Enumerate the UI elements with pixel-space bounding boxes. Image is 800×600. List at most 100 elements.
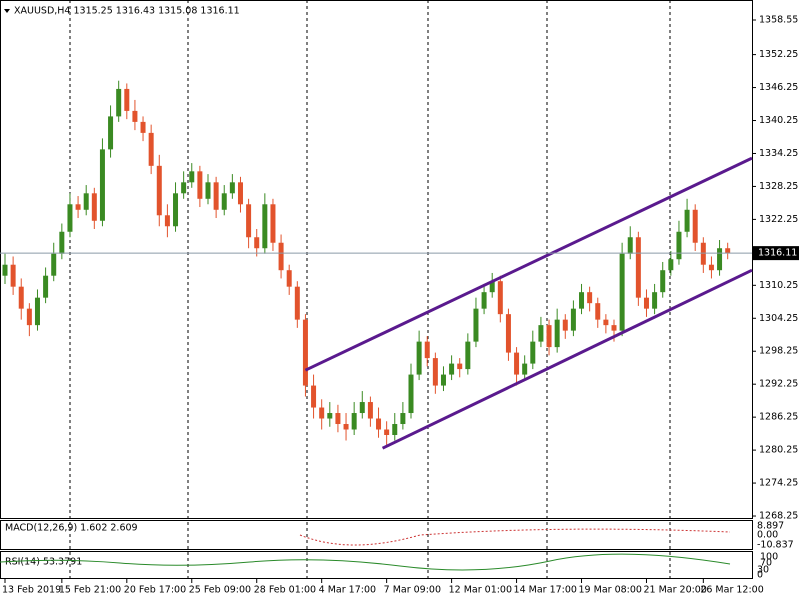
candle-body [514, 352, 520, 375]
candle-body [132, 110, 138, 122]
candle-body [538, 325, 544, 342]
x-tick-label: 19 Mar 08:00 [579, 585, 642, 596]
candle-body [59, 231, 65, 254]
candle-body [416, 341, 422, 375]
candle-body [10, 264, 16, 287]
y-tick-label: 1340.25 [759, 115, 798, 126]
candle-body [440, 374, 446, 386]
x-tick-label: 12 Mar 01:00 [449, 585, 512, 596]
y-tick-label: 1304.25 [759, 313, 798, 324]
main-frame [0, 0, 753, 519]
y-tick-label: 1334.25 [759, 148, 798, 159]
candle-body [124, 88, 130, 111]
candle-body [278, 242, 284, 271]
candle-body [34, 297, 40, 326]
candle-body [700, 242, 706, 265]
y-tick-label: 1280.25 [759, 445, 798, 456]
candle-body [392, 424, 398, 435]
candle-body [229, 182, 235, 194]
candle-body [465, 341, 471, 370]
candle-body [343, 424, 349, 430]
rsi-tick: 30 [757, 565, 769, 576]
candle-body [643, 297, 649, 309]
rsi-tick: 100 [760, 552, 778, 563]
candle-body [611, 325, 617, 331]
macd-tick: 8.897 [757, 521, 784, 532]
candle-body [530, 341, 536, 364]
x-tick-label: 14 Mar 17:00 [514, 585, 577, 596]
candle-body [164, 215, 170, 227]
y-tick-label: 1310.25 [759, 280, 798, 291]
x-tick-label: 13 Feb 2019 [2, 585, 61, 596]
y-tick-label: 1298.25 [759, 346, 798, 357]
y-tick-label: 1268.25 [759, 511, 798, 522]
x-tick-label: 4 Mar 17:00 [319, 585, 376, 596]
y-tick-label: 1322.25 [759, 214, 798, 225]
x-tick-label: 21 Mar 20:00 [643, 585, 706, 596]
candle-body [221, 193, 227, 210]
candle-body [197, 171, 203, 199]
rsi-title: RSI(14) 53.3791 [5, 557, 82, 568]
candle-body [75, 204, 81, 210]
candle-body [43, 275, 49, 298]
candle-body [99, 149, 105, 221]
candle-body [546, 325, 552, 348]
candle-body [213, 182, 219, 210]
candle-body [489, 281, 495, 293]
candle-body [270, 204, 276, 243]
x-tick-label: 25 Feb 09:00 [189, 585, 251, 596]
chart-title: XAUUSD,H4 1315.25 1316.43 1315.08 1316.1… [14, 6, 240, 17]
candle-body [684, 209, 690, 232]
candle-body [351, 413, 357, 430]
candle-body [246, 204, 252, 238]
candle-body [384, 429, 390, 435]
current-price-label: 1316.11 [758, 248, 797, 259]
y-tick-label: 1286.25 [759, 412, 798, 423]
macd-title: MACD(12,26,9) 1.602 2.609 [5, 523, 138, 534]
macd-tick: 0.00 [757, 530, 778, 541]
candle-body [424, 341, 430, 359]
candle-body [83, 193, 89, 210]
candle-body [286, 270, 292, 287]
x-tick-label: 26 Mar 12:00 [700, 585, 763, 596]
current-price-box [753, 246, 799, 261]
y-tick-label: 1352.25 [759, 49, 798, 60]
candle-body [668, 259, 674, 271]
candle-body [302, 319, 308, 386]
candle-body [570, 308, 576, 331]
macd-tick: -10.837 [757, 540, 794, 551]
candle-body [262, 204, 268, 249]
y-tick-label: 1292.25 [759, 379, 798, 390]
rsi-tick: 70 [760, 558, 772, 569]
candle-body [660, 270, 666, 293]
candle-body [376, 418, 382, 430]
candle-body [319, 407, 325, 419]
candle-body [116, 88, 122, 117]
candle-body [51, 253, 57, 276]
candle-body [505, 314, 511, 353]
separators [69, 0, 671, 580]
candle-body [457, 363, 463, 370]
candle-body [91, 193, 97, 221]
candle-body [449, 363, 455, 375]
candle-body [140, 121, 146, 133]
candle-body [432, 358, 438, 386]
candle-body [554, 319, 560, 348]
candle-body [717, 248, 723, 271]
rsi-tick: 0 [757, 570, 763, 581]
y-tick-label: 1346.25 [759, 82, 798, 93]
candle-body [400, 413, 406, 425]
channel-line [381, 268, 753, 450]
menu-arrow[interactable] [4, 9, 10, 13]
y-tick-label: 1328.25 [759, 181, 798, 192]
candle-body [522, 363, 528, 375]
candle-body [254, 237, 260, 249]
x-tick-label: 15 Feb 21:00 [59, 585, 121, 596]
candle-body [327, 413, 333, 419]
candle-body [692, 209, 698, 243]
candle-body [497, 281, 503, 315]
x-tick-label: 20 Feb 17:00 [124, 585, 186, 596]
